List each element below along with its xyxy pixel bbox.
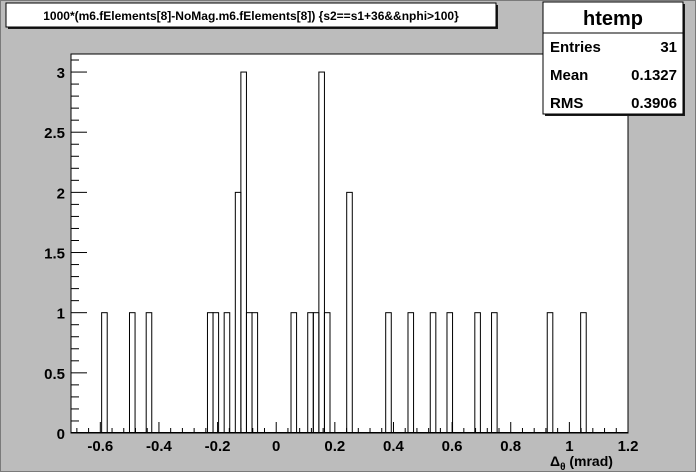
x-tick-label: 0.6 [442,438,463,455]
stats-rms-label: RMS [550,95,583,112]
stats-entries-value: 31 [660,39,677,56]
title-box: 1000*(m6.fElements[8]-NoMag.m6.fElements… [5,2,498,29]
stats-mean-value: 0.1327 [631,67,677,84]
x-axis-title-sub: θ [560,462,565,472]
histogram [71,71,628,434]
x-tick-label: -0.2 [205,438,231,455]
y-tick-label: 0 [57,426,65,443]
stats-rms-value: 0.3906 [631,95,677,112]
y-tick-label: 0.5 [44,366,65,383]
x-axis-title-main: Δ [550,453,560,469]
stats-entries-label: Entries [550,39,601,56]
y-tick-label: 3 [57,65,65,82]
plot-area [70,53,629,434]
x-axis-title: Δθ (mrad) [550,453,613,472]
x-tick-label: 0.4 [383,438,405,455]
x-tick-label: 0 [272,438,280,455]
chart-title: 1000*(m6.fElements[8]-NoMag.m6.fElements… [43,9,459,23]
x-axis: -0.6 -0.4 -0.2 0 0.2 0.4 0.6 0.8 1 1.2 [76,422,639,455]
y-tick-label: 2 [57,185,65,202]
x-tick-label: 1 [565,438,573,455]
x-axis-title-unit: (mrad) [565,453,612,469]
x-tick-label: 0.2 [324,438,345,455]
y-tick-label: 1 [57,306,65,323]
x-tick-label: -0.6 [87,438,113,455]
x-tick-label: 1.2 [618,438,639,455]
stats-box: htemp Entries 31 Mean 0.1327 RMS 0.3906 [542,1,685,116]
y-tick-label: 1.5 [44,246,65,263]
x-tick-label: 0.8 [500,438,521,455]
x-tick-label: -0.4 [146,438,173,455]
y-axis: 0 0.5 1 1.5 2 2.5 3 [44,59,87,443]
stats-mean-label: Mean [550,67,588,84]
y-tick-label: 2.5 [44,125,65,142]
stats-title: htemp [583,8,643,30]
